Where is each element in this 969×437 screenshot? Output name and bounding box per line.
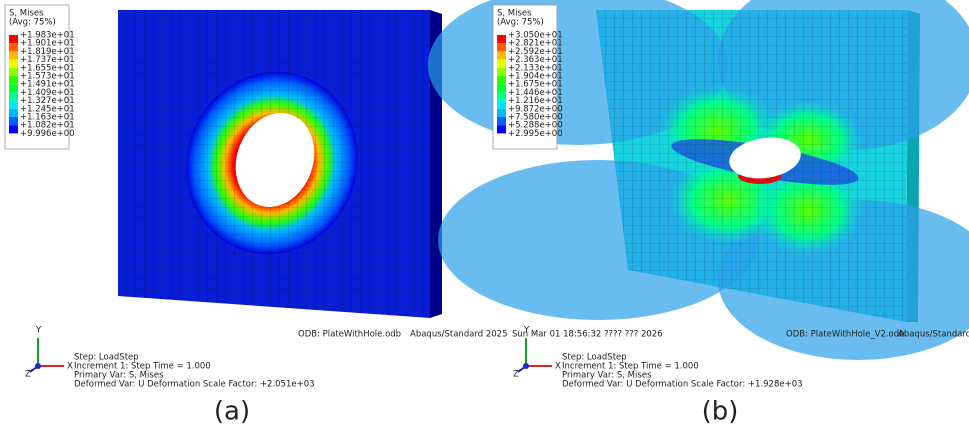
triad-y: Y: [523, 326, 530, 336]
odb-name: ODB: PlateWithHole_V2.odb: [786, 330, 905, 340]
legend-swatch: [9, 35, 18, 44]
legend-swatch: [9, 100, 18, 109]
triad-y: Y: [35, 326, 42, 336]
legend-swatch: [9, 92, 18, 101]
legend-value: +1.446e+01: [508, 88, 563, 98]
legend-swatch: [497, 67, 506, 76]
caption: (b): [702, 397, 739, 427]
step-info: Step: LoadStep: [74, 353, 139, 363]
legend-value: +3.050e+01: [508, 31, 563, 41]
legend-value: +2.363e+01: [508, 55, 563, 65]
legend-swatch: [497, 35, 506, 44]
panel: S, Mises(Avg: 75%)+3.050e+01+2.821e+01+2…: [428, 0, 969, 427]
triad-x: X: [555, 362, 561, 372]
legend-value: +2.592e+01: [508, 47, 563, 57]
legend-swatch: [497, 59, 506, 68]
triad-origin: [35, 363, 41, 369]
solver: Abaqus/Standard 2025: [898, 330, 969, 340]
step-info: Deformed Var: U Deformation Scale Factor…: [562, 380, 803, 390]
legend-subtitle: (Avg: 75%): [9, 18, 56, 28]
legend-swatch: [497, 92, 506, 101]
legend-value: +1.904e+01: [508, 72, 563, 82]
legend-value: +1.245e+01: [20, 104, 75, 114]
legend-swatch: [497, 84, 506, 93]
date: Sun Mar 01 18:56:32 ???? ??? 2026: [512, 330, 663, 340]
legend-swatch: [9, 43, 18, 52]
hole: [729, 137, 801, 179]
caption: (a): [214, 397, 250, 427]
step-info: Step: LoadStep: [562, 353, 627, 363]
legend-swatch: [9, 117, 18, 126]
hole: [235, 113, 315, 207]
step-info: Increment 1: Step Time = 1.000: [74, 362, 211, 372]
legend-swatch: [9, 59, 18, 68]
triad-z: Z: [513, 370, 519, 380]
legend-value: +1.491e+01: [20, 80, 75, 90]
triad-x: X: [67, 362, 73, 372]
legend-value: +2.995e+00: [508, 129, 563, 139]
legend-swatch: [9, 84, 18, 93]
legend-value: +1.983e+01: [20, 31, 75, 41]
triad-z: Z: [25, 370, 31, 380]
legend-value: +1.819e+01: [20, 47, 75, 57]
legend-value: +1.082e+01: [20, 121, 75, 131]
panel: S, Mises(Avg: 75%)+1.983e+01+1.901e+01+1…: [4, 4, 663, 427]
legend-swatch: [497, 100, 506, 109]
legend-swatch: [9, 76, 18, 85]
legend-value: +1.163e+01: [20, 113, 75, 123]
legend-value: +1.675e+01: [508, 80, 563, 90]
legend-value: +2.133e+01: [508, 63, 563, 73]
step-info: Increment 1: Step Time = 1.000: [562, 362, 699, 372]
legend-swatch: [497, 117, 506, 126]
legend-swatch: [497, 125, 506, 134]
legend-swatch: [9, 125, 18, 134]
triad-origin: [523, 363, 529, 369]
step-info: Primary Var: S, Mises: [562, 371, 652, 381]
legend-swatch: [9, 67, 18, 76]
legend-swatch: [497, 51, 506, 60]
step-info: Primary Var: S, Mises: [74, 371, 164, 381]
step-info: Deformed Var: U Deformation Scale Factor…: [74, 380, 315, 390]
legend-value: +1.327e+01: [20, 96, 75, 106]
legend-value: +1.409e+01: [20, 88, 75, 98]
legend-value: +5.288e+00: [508, 121, 563, 131]
legend-value: +1.901e+01: [20, 39, 75, 49]
legend-value: +1.216e+01: [508, 96, 563, 106]
legend-swatch: [9, 51, 18, 60]
legend-value: +9.996e+00: [20, 129, 75, 139]
legend-value: +1.737e+01: [20, 55, 75, 65]
legend-value: +1.655e+01: [20, 63, 75, 73]
legend-value: +1.573e+01: [20, 72, 75, 82]
legend-swatch: [497, 76, 506, 85]
legend-value: +9.872e+00: [508, 104, 563, 114]
legend-subtitle: (Avg: 75%): [497, 18, 544, 28]
legend-value: +7.580e+00: [508, 113, 563, 123]
legend-swatch: [497, 108, 506, 117]
legend-title: S, Mises: [9, 9, 44, 19]
legend-swatch: [497, 43, 506, 52]
odb-name: ODB: PlateWithHole.odb: [298, 330, 401, 340]
legend-title: S, Mises: [497, 9, 532, 19]
legend-value: +2.821e+01: [508, 39, 563, 49]
solver: Abaqus/Standard 2025: [410, 330, 508, 340]
legend-swatch: [9, 108, 18, 117]
